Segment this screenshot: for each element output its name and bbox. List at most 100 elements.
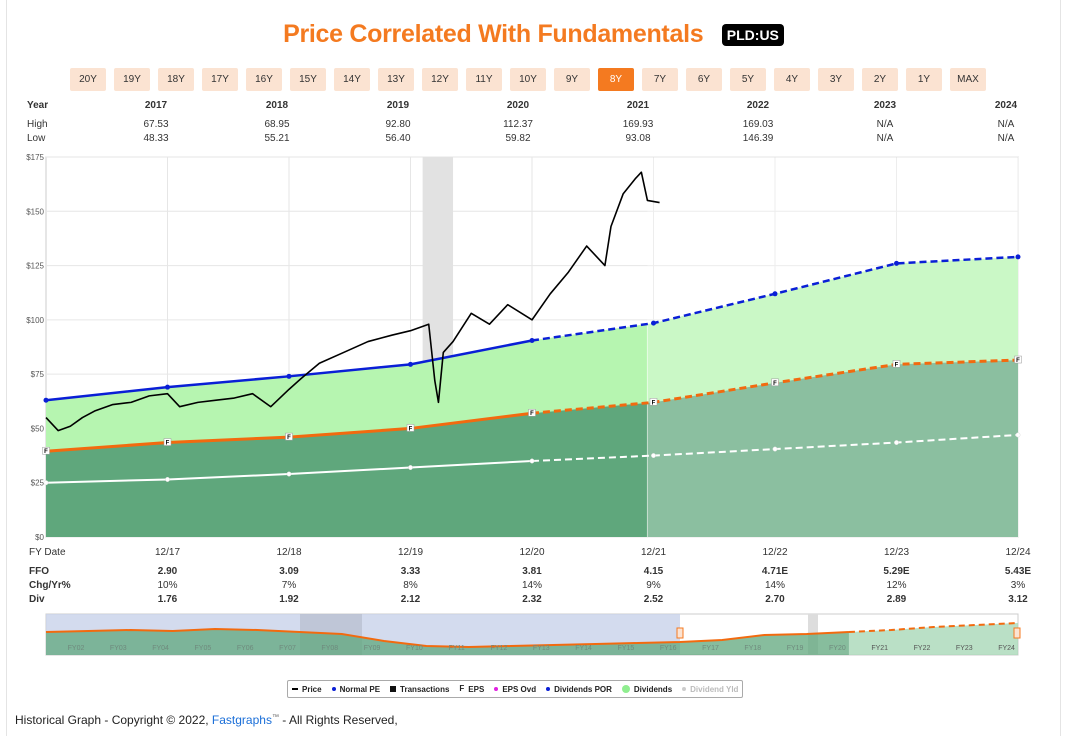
high-2020: 112.37 (503, 119, 533, 130)
dividends-por-point-5 (651, 453, 656, 459)
normal-pe-point-2 (286, 373, 292, 379)
range-button-7y[interactable]: 7Y (642, 68, 678, 91)
range-button-16y[interactable]: 16Y (246, 68, 282, 91)
overview-label-fy10: FY10 (406, 645, 423, 652)
range-button-14y[interactable]: 14Y (334, 68, 370, 91)
eps-marker-8: F (1016, 358, 1020, 364)
overview-label-fy03: FY03 (110, 645, 127, 652)
legend-item-normal-pe[interactable]: Normal PE (331, 684, 381, 694)
overview-handle-left[interactable] (676, 627, 684, 639)
div-6: 2.89 (886, 594, 907, 605)
title-row: Price Correlated With Fundamentals PLD:U… (0, 20, 1067, 49)
ffo-7: 5.43E (1004, 566, 1032, 577)
range-button-5y[interactable]: 5Y (730, 68, 766, 91)
low-2024: N/A (997, 133, 1015, 144)
chg-7: 3% (1010, 580, 1026, 591)
fy-date-label: FY Date (29, 547, 66, 558)
range-button-1y[interactable]: 1Y (906, 68, 942, 91)
overview-line (45, 627, 850, 649)
legend-item-dividend-yld[interactable]: Dividend Yld (682, 685, 738, 694)
eps-marker-1: F (166, 441, 170, 447)
ffo-6: 5.29E (883, 566, 910, 577)
legend-label: Dividends (633, 684, 673, 694)
low-2017: 48.33 (143, 133, 169, 144)
legend-item-price[interactable]: Price (292, 685, 322, 694)
range-button-17y[interactable]: 17Y (202, 68, 238, 91)
year-high-low-table: Year High Low 2017 67.53 48.33 2018 68.95 55.21 2… (0, 100, 1067, 146)
range-button-15y[interactable]: 15Y (290, 68, 326, 91)
range-button-4y[interactable]: 4Y (774, 68, 810, 91)
range-button-3y[interactable]: 3Y (818, 68, 854, 91)
legend-label: EPS Ovd (502, 684, 537, 694)
overview-label-fy22: FY22 (914, 645, 931, 652)
y-tick-label-2: $125 (26, 262, 44, 271)
trademark: ™ (271, 714, 279, 721)
overview-label-fy17: FY17 (702, 645, 719, 652)
year-2022: 2022 (746, 100, 770, 111)
dividends-por-point-6 (772, 446, 778, 452)
chg-6: 12% (886, 580, 907, 591)
ffo-5: 4.71E (761, 566, 789, 577)
normal-pe-point-5 (651, 320, 656, 326)
range-button-20y[interactable]: 20Y (70, 68, 106, 91)
normal-pe-point-3 (408, 361, 413, 367)
year-2017: 2017 (144, 100, 168, 111)
ffo-3: 3.81 (522, 566, 542, 577)
div-1: 1.92 (279, 594, 299, 605)
overview-projection-line (848, 622, 1019, 633)
footer-suffix: - All Rights Reserved, (278, 713, 398, 727)
range-button-12y[interactable]: 12Y (422, 68, 458, 91)
chg-2: 8% (403, 580, 418, 591)
range-button-6y[interactable]: 6Y (686, 68, 722, 91)
dividends-por-point-0 (43, 480, 49, 486)
dividends-por-point-2 (286, 471, 292, 477)
fastgraphs-link[interactable]: Fastgraphs (211, 713, 272, 727)
range-button-9y[interactable]: 9Y (554, 68, 590, 91)
legend-item-eps-ovd[interactable]: EPS Ovd (494, 685, 536, 694)
range-button-13y[interactable]: 13Y (378, 68, 414, 91)
eps-area (46, 360, 1018, 537)
eps-marker-0: F (44, 449, 48, 455)
chart-legend: Price Normal PE Transactions F EPS EPS Ovd Div… (287, 680, 744, 698)
legend-item-transactions[interactable]: Transactions (390, 685, 449, 694)
legend-item-eps[interactable]: F EPS (459, 684, 485, 694)
price-chart[interactable]: $175 $150 $125 $100 $75 $50 $25 $0 F F F F F F F F F FY02… (0, 0, 1067, 680)
eps-marker-bg-2 (285, 432, 293, 441)
y-tick-label-6: $25 (31, 479, 45, 488)
overview-handle-right[interactable] (1013, 627, 1021, 639)
price-line (45, 171, 660, 432)
div-4: 2.52 (643, 594, 664, 605)
page-title: Price Correlated With Fundamentals (283, 20, 704, 48)
legend-label: Normal PE (339, 684, 381, 694)
legend-label: Dividend Yld (690, 684, 739, 694)
overview-label-fy11: FY11 (449, 645, 465, 652)
legend-label: EPS (468, 684, 485, 694)
overview-label-fy02: FY02 (68, 645, 85, 652)
high-2023: N/A (876, 119, 894, 130)
eps-marker-2: F (287, 435, 291, 441)
normal-pe-point-1 (165, 384, 170, 390)
chg-4: 9% (646, 580, 661, 591)
range-button-max[interactable]: MAX (950, 68, 986, 91)
legend-item-dividends[interactable]: Dividends (621, 684, 673, 694)
legend-item-dividends-por[interactable]: Dividends POR (546, 685, 612, 694)
y-tick-label-4: $75 (31, 370, 45, 379)
overview-label-fy09: FY09 (364, 645, 381, 652)
range-button-8y[interactable]: 8Y (598, 68, 634, 91)
ticker-badge: PLD:US (721, 23, 784, 46)
overview-label-fy24: FY24 (998, 645, 1015, 652)
high-2019: 92.80 (385, 119, 411, 130)
range-button-2y[interactable]: 2Y (862, 68, 898, 91)
range-button-18y[interactable]: 18Y (158, 68, 194, 91)
chg-1: 7% (281, 580, 297, 591)
range-button-10y[interactable]: 10Y (510, 68, 546, 91)
dividends-por-point-3 (408, 465, 413, 470)
normal-pe-point-6 (772, 291, 778, 297)
overview-label-fy14: FY14 (575, 645, 592, 652)
range-button-11y[interactable]: 11Y (466, 68, 502, 91)
year-2021: 2021 (626, 100, 650, 111)
range-button-19y[interactable]: 19Y (114, 68, 150, 91)
dividends-por-point-7 (894, 440, 899, 445)
chg-5: 14% (764, 580, 785, 591)
y-tick-label-0: $175 (26, 153, 44, 162)
